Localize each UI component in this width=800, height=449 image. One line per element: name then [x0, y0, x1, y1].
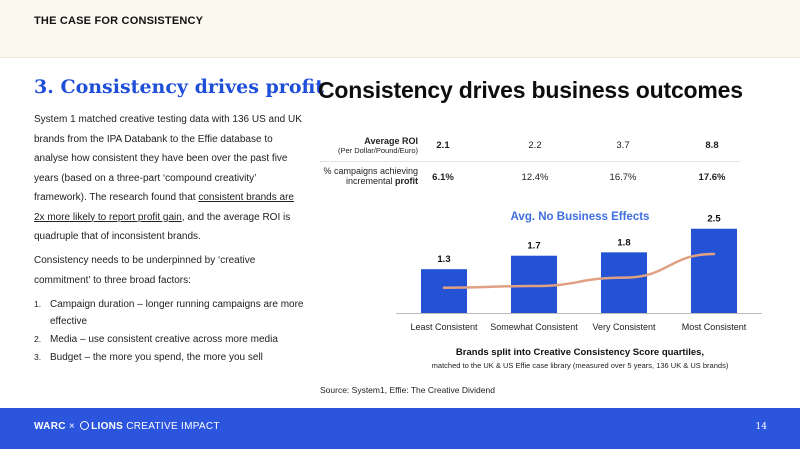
bars-group: 1.3 Least Consistent 1.7 Somewhat Consisten… — [396, 214, 762, 332]
bar — [691, 228, 737, 313]
bar — [601, 252, 647, 313]
profit-label-a: % campaigns achieving — [323, 166, 418, 176]
intro-paragraph: System 1 matched creative testing data w… — [34, 110, 304, 247]
profit-label-b: incremental — [345, 176, 395, 186]
list-text: Campaign duration – longer running campa… — [50, 299, 304, 327]
list-text: Budget – the more you spend, the more yo… — [50, 352, 263, 363]
list-item: 1. Campaign duration – longer running cam… — [34, 296, 314, 330]
intro-text-a: System 1 matched creative testing data w… — [34, 114, 302, 203]
bar-value-label: 2.5 — [707, 214, 721, 225]
lions-icon — [80, 421, 90, 430]
category-label: Most Consistent — [682, 322, 747, 332]
profit-row-label: % campaigns achieving incremental profit — [228, 166, 418, 186]
roi-label: Average ROI — [364, 136, 418, 146]
table-divider — [320, 161, 740, 162]
list-text: Media – use consistent creative across m… — [50, 334, 278, 345]
section-label: THE CASE FOR CONSISTENCY — [34, 15, 204, 27]
roi-value: 3.7 — [616, 140, 630, 151]
profit-value: 17.6% — [698, 172, 726, 183]
roi-value: 8.8 — [705, 140, 719, 151]
top-bar: THE CASE FOR CONSISTENCY — [0, 0, 800, 58]
chart-title: Avg. No Business Effects — [510, 211, 650, 223]
list-item: 3. Budget – the more you spend, the more … — [34, 349, 314, 366]
category-label: Least Consistent — [410, 322, 478, 332]
category-label: Very Consistent — [592, 322, 656, 332]
bar-value-label: 1.3 — [437, 254, 450, 265]
footer: WARC × LIONS CREATIVE IMPACT 14 — [0, 408, 800, 449]
footer-brand: WARC × LIONS CREATIVE IMPACT — [34, 421, 220, 432]
roi-value: 2.1 — [436, 140, 450, 151]
page-number: 14 — [755, 422, 767, 432]
trend-line — [442, 252, 716, 289]
factors-list: 1. Campaign duration – longer running cam… — [34, 296, 314, 367]
list-item: 2. Media – use consistent creative across… — [34, 331, 314, 348]
lions-logo: LIONS — [91, 421, 124, 432]
profit-value: 12.4% — [521, 172, 549, 183]
main-title: Consistency drives business outcomes — [318, 77, 743, 103]
source-note: Source: System1, Effie: The Creative Div… — [320, 385, 495, 395]
creative-impact-text: CREATIVE IMPACT — [126, 421, 220, 432]
roi-value: 2.2 — [528, 140, 542, 151]
commitment-paragraph: Consistency needs to be underpinned by ‘… — [34, 255, 256, 286]
roi-row-label: Average ROI (Per Dollar/Pound/Euro) — [228, 136, 418, 155]
chart-caption: Brands split into Creative Consistency S… — [455, 347, 705, 358]
profit-gain-link[interactable]: consistent brands are 2x more likely to … — [34, 192, 294, 223]
warc-logo: WARC — [34, 421, 66, 432]
profit-label-b-wrap: incremental profit — [228, 176, 418, 186]
roi-sublabel: (Per Dollar/Pound/Euro) — [337, 146, 418, 155]
list-number: 1. — [34, 299, 42, 309]
category-label: Somewhat Consistent — [490, 322, 578, 332]
chart-caption-sub: matched to the UK & US Effie case librar… — [431, 361, 729, 370]
brand-separator: × — [68, 421, 75, 432]
list-number: 2. — [34, 334, 42, 344]
bar-value-label: 1.8 — [617, 237, 630, 248]
intro-text-b: , and the average ROI is quadruple that … — [34, 211, 291, 243]
profit-value: 16.7% — [609, 172, 637, 183]
profit-value: 6.1% — [432, 172, 454, 183]
list-number: 3. — [34, 352, 42, 362]
left-title: 3. Consistency drives profit — [34, 76, 325, 98]
profit-label-bold: profit — [395, 176, 418, 186]
bar — [421, 269, 467, 313]
bar-value-label: 1.7 — [527, 241, 540, 252]
